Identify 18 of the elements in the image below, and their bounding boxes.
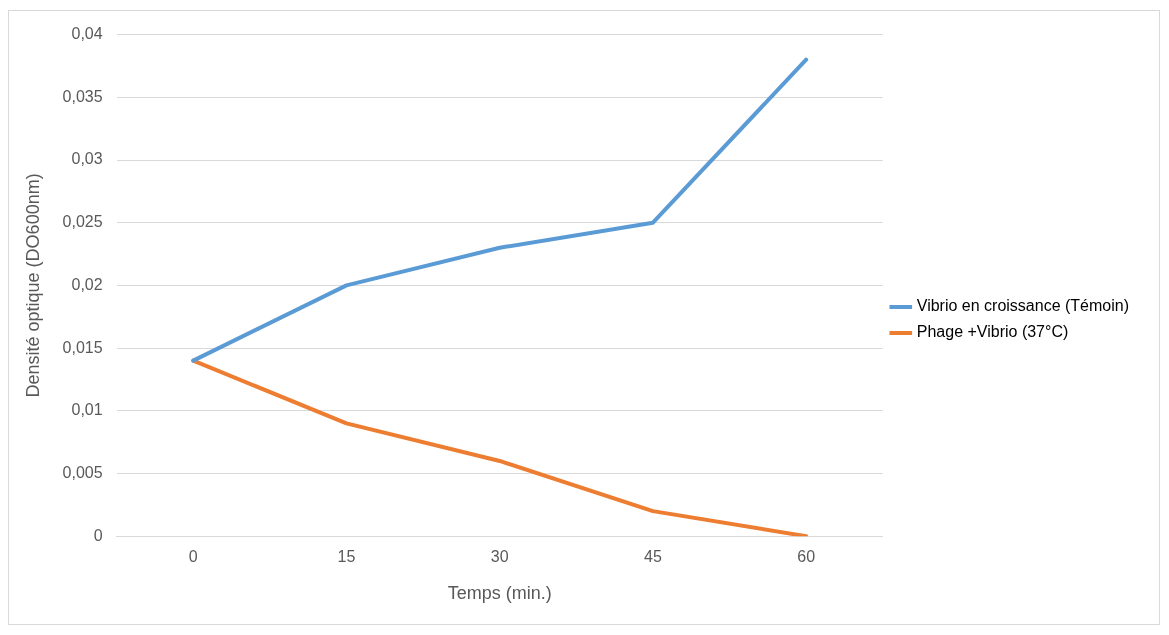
y-tick-label: 0,04: [71, 25, 103, 43]
legend-label: Vibrio en croissance (Témoin): [916, 297, 1129, 315]
x-tick-label: 0: [188, 548, 198, 566]
x-axis-title: Temps (min.): [447, 583, 552, 604]
y-tick-label: 0,01: [71, 401, 103, 419]
x-tick-label: 15: [337, 548, 356, 566]
y-tick-label: 0,03: [71, 150, 103, 168]
legend-label: Phage +Vibrio (37°C): [916, 323, 1069, 341]
y-tick-label: 0: [93, 526, 103, 544]
y-tick-label: 0,015: [62, 338, 103, 356]
y-tick-label: 0,035: [62, 87, 103, 105]
x-tick-label: 60: [797, 548, 816, 566]
y-tick-label: 0,02: [71, 275, 103, 293]
y-tick-label: 0,005: [62, 463, 103, 481]
x-tick-label: 30: [490, 548, 509, 566]
x-tick-label: 45: [644, 548, 662, 566]
y-tick-label: 0,025: [62, 213, 103, 231]
y-axis-title: Densité optique (DO600nm): [22, 173, 43, 398]
